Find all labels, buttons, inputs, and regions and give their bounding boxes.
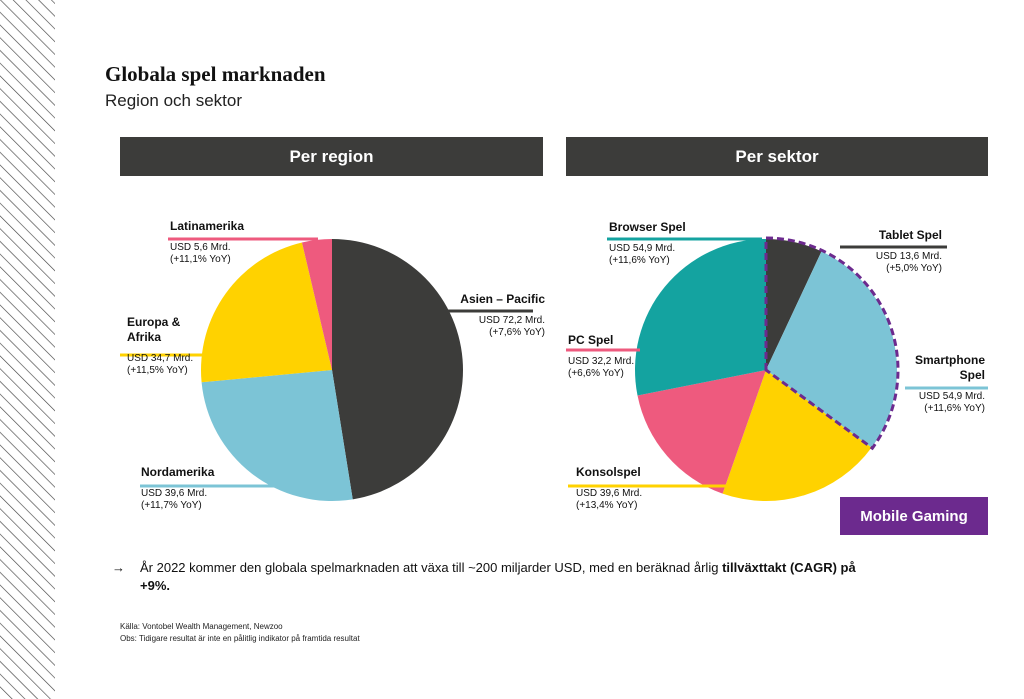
value-label: USD 32,2 Mrd.	[568, 356, 635, 367]
title: Globala spel marknaden	[105, 62, 326, 86]
slice-details: USD 72,2 Mrd. (+7,6% YoY)	[440, 315, 545, 339]
pie-slice	[332, 239, 463, 500]
value-label: USD 34,7 Mrd.	[127, 353, 194, 364]
growth-label: (+11,1% YoY)	[170, 254, 231, 265]
hatch-border	[0, 0, 55, 699]
slice-details: USD 39,6 Mrd. (+13,4% YoY)	[576, 488, 716, 512]
slice-label: Tablet Spel USD 13,6 Mrd. (+5,0% YoY)	[842, 228, 942, 275]
slice-details: USD 54,9 Mrd. (+11,6% YoY)	[905, 391, 985, 415]
pie-slice	[722, 370, 872, 501]
pie-slice	[766, 239, 822, 370]
growth-label: (+6,6% YoY)	[568, 368, 624, 379]
slice-label: Asien – Pacific USD 72,2 Mrd. (+7,6% YoY)	[440, 292, 545, 339]
category-label: Latinamerika	[170, 219, 245, 233]
growth-label: (+11,6% YoY)	[924, 403, 985, 414]
pie-slice	[301, 239, 332, 370]
pie-slice	[201, 242, 332, 383]
growth-label: (+11,5% YoY)	[127, 365, 188, 376]
pie-slice	[637, 370, 766, 494]
category-label: Nordamerika	[141, 465, 215, 479]
note-bold: tillväxttakt (CAGR) på +9%.	[140, 560, 856, 593]
category-label: Browser Spel	[609, 220, 686, 234]
category-label: Asien – Pacific	[460, 292, 545, 306]
growth-label: (+7,6% YoY)	[489, 327, 545, 338]
category-label: Europa & Afrika	[127, 315, 181, 344]
slice-details: USD 32,2 Mrd. (+6,6% YoY)	[568, 356, 668, 380]
growth-label: (+5,0% YoY)	[886, 263, 942, 274]
slice-details: USD 5,6 Mrd. (+11,1% YoY)	[170, 242, 310, 266]
pie-slice	[201, 370, 353, 502]
category-label: Konsolspel	[576, 465, 641, 479]
category-label: Tablet Spel	[878, 228, 942, 242]
subtitle: Region och sektor	[105, 91, 243, 110]
slice-details: USD 54,9 Mrd. (+11,6% YoY)	[609, 243, 749, 267]
value-label: USD 13,6 Mrd.	[875, 251, 942, 262]
highlight-box: Mobile Gaming	[840, 497, 988, 535]
slice-label: Latinamerika USD 5,6 Mrd. (+11,1% YoY)	[170, 219, 310, 266]
slice-details: USD 34,7 Mrd. (+11,5% YoY)	[127, 353, 202, 377]
note-text: År 2022 kommer den globala spelmarknaden…	[140, 559, 862, 595]
growth-label: (+11,7% YoY)	[141, 500, 202, 511]
value-label: USD 39,6 Mrd.	[141, 488, 208, 499]
source: Obs: Tidigare resultat är inte en pålitl…	[120, 634, 360, 643]
note: → År 2022 kommer den globala spelmarknad…	[112, 559, 862, 595]
value-label: USD 39,6 Mrd.	[576, 488, 643, 499]
growth-label: (+13,4% YoY)	[576, 500, 638, 511]
slice-details: USD 13,6 Mrd. (+5,0% YoY)	[842, 251, 942, 275]
slice-label: Nordamerika USD 39,6 Mrd. (+11,7% YoY)	[141, 465, 281, 512]
source: Källa: Vontobel Wealth Management, Newzo…	[120, 622, 283, 631]
mobile-gaming-outline	[764, 236, 900, 451]
arrow: →	[112, 560, 125, 575]
note-body: År 2022 kommer den globala spelmarknaden…	[140, 560, 723, 575]
slice-label: Konsolspel USD 39,6 Mrd. (+13,4% YoY)	[576, 465, 716, 512]
slice-label: Browser Spel USD 54,9 Mrd. (+11,6% YoY)	[609, 220, 749, 267]
category-label: Smartphone Spel	[914, 353, 985, 382]
slice-label: PC Spel USD 32,2 Mrd. (+6,6% YoY)	[568, 333, 668, 380]
category-label: PC Spel	[568, 333, 614, 347]
pie-slice	[766, 251, 898, 448]
slice-details: USD 39,6 Mrd. (+11,7% YoY)	[141, 488, 281, 512]
slice-label: Europa & Afrika USD 34,7 Mrd. (+11,5% YoY)	[127, 315, 202, 377]
value-label: USD 54,9 Mrd.	[918, 391, 985, 402]
panel-header: Per sektor	[566, 137, 988, 176]
value-label: USD 72,2 Mrd.	[478, 315, 545, 326]
pie-slice	[635, 239, 766, 396]
value-label: USD 5,6 Mrd.	[170, 242, 231, 253]
value-label: USD 54,9 Mrd.	[609, 243, 676, 254]
slice-label: Smartphone Spel USD 54,9 Mrd. (+11,6% YoY)	[905, 353, 985, 415]
growth-label: (+11,6% YoY)	[609, 255, 670, 266]
panel-header: Per region	[120, 137, 543, 176]
